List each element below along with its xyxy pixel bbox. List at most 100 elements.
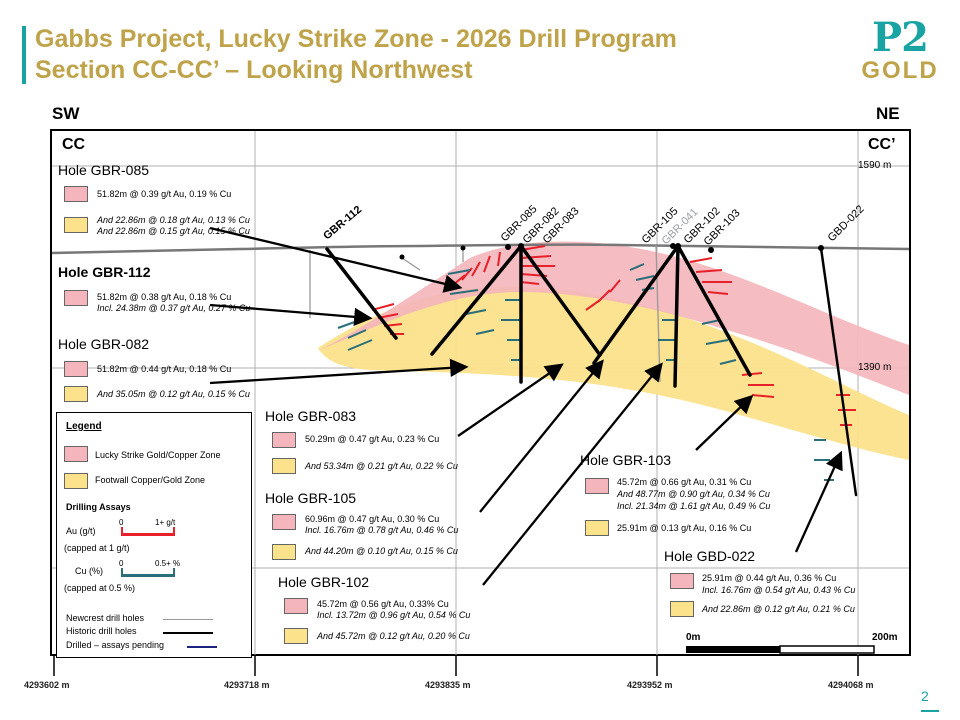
gbr-105-result-1a: 60.96m @ 0.47 g/t Au, 0.30 % Cu [305, 514, 440, 524]
legend-cu-tick-1 [173, 568, 175, 577]
hole-labels: GBR-112 GBR-085 GBR-082 GBR-083 GBR-105 … [321, 203, 866, 248]
gbr-103-zone-swatch [585, 478, 609, 494]
gbr-102-result-1a: 45.72m @ 0.56 g/t Au, 0.33% Cu [317, 599, 449, 609]
gbr-085-zone-swatch [64, 186, 88, 202]
section-label-cc: CC [62, 136, 86, 153]
gbr-103-result-1a: 45.72m @ 0.66 g/t Au, 0.31 % Cu [617, 477, 752, 487]
footwall-copper-gold-zone [318, 286, 909, 460]
hole-label-gbd-022: GBD-022 [826, 203, 867, 244]
legend-historic-label: Historic drill holes [66, 626, 137, 636]
logo-p2-text: P2 [872, 14, 929, 61]
hole-gbr-112-title: Hole GBR-112 [58, 264, 151, 280]
gbr-103-result-1b: And 48.77m @ 0.90 g/t Au, 0.34 % Cu [617, 489, 770, 499]
gbr-112-zone-swatch [64, 290, 88, 306]
legend-au-tick-1 [173, 527, 175, 536]
legend-au-label: Au (g/t) [66, 526, 96, 536]
hole-gbr-082-title: Hole GBR-082 [58, 336, 150, 352]
easting-4: 4293952 m [627, 680, 673, 690]
legend-cu-scale [121, 574, 175, 577]
legend-title: Legend [66, 421, 102, 432]
gbr-102-footwall-swatch [284, 628, 308, 644]
drill-hole-gbr-102 [673, 244, 680, 388]
title-line-2: Section CC-CC’ – Looking Northwest [35, 56, 473, 84]
gbd-022-footwall-swatch [670, 601, 694, 617]
title-accent-bar [22, 26, 26, 84]
legend-cu-tick-0 [121, 568, 123, 577]
legend-au-tick-0 [121, 527, 123, 536]
section-label-cc-prime: CC’ [868, 136, 896, 153]
logo-gold-text: GOLD [861, 57, 939, 84]
legend-assays-title: Drilling Assays [66, 502, 131, 512]
gbr-083-result-2: And 53.34m @ 0.21 g/t Au, 0.22 % Cu [305, 461, 458, 471]
scale-end: 200m [872, 632, 898, 643]
page-number-underline [921, 710, 939, 712]
gbd-022-result-2: And 22.86m @ 0.12 g/t Au, 0.21 % Cu [702, 604, 855, 614]
elevation-1390: 1390 m [858, 362, 892, 373]
elevation-1590: 1590 m [858, 160, 892, 171]
gbr-085-footwall-swatch [64, 217, 88, 233]
legend-newcrest-label: Newcrest drill holes [66, 613, 145, 623]
easting-1: 4293602 m [24, 680, 70, 690]
legend-pending-line [187, 646, 217, 648]
gbr-105-result-1b: Incl. 16.76m @ 0.78 g/t Au, 0.46 % Cu [305, 525, 459, 535]
gbr-083-zone-swatch [272, 432, 296, 448]
drill-hole-traces [325, 244, 858, 497]
scale-start: 0m [686, 632, 701, 643]
gbr-082-footwall-swatch [64, 386, 88, 402]
direction-sw: SW [52, 104, 80, 123]
gbr-105-zone-swatch [272, 514, 296, 530]
callout-arrows [209, 226, 843, 586]
hole-gbr-103-title: Hole GBR-103 [580, 452, 672, 468]
gbr-105-footwall-swatch [272, 544, 296, 560]
hole-gbr-085-title: Hole GBR-085 [58, 162, 150, 178]
gbr-102-result-2: And 45.72m @ 0.12 g/t Au, 0.20 % Cu [317, 631, 470, 641]
drill-collars [505, 243, 824, 253]
hole-gbr-102-title: Hole GBR-102 [278, 574, 370, 590]
gbr-082-zone-swatch [64, 361, 88, 377]
drill-hole-gbr-083 [519, 244, 602, 357]
gbr-083-result-1: 50.29m @ 0.47 g/t Au, 0.23 % Cu [305, 434, 440, 444]
legend-box: Legend Lucky Strike Gold/Copper Zone Foo… [56, 412, 252, 658]
easting-2: 4293718 m [224, 680, 270, 690]
easting-ticks [53, 656, 859, 676]
scale-bar [686, 645, 875, 654]
lucky-strike-gold-copper-zone [320, 241, 909, 395]
hole-gbr-105-title: Hole GBR-105 [265, 490, 357, 506]
gbd-022-result-1a: 25.91m @ 0.44 g/t Au, 0.36 % Cu [702, 573, 837, 583]
legend-au-max: 1+ g/t [155, 518, 176, 527]
direction-ne: NE [876, 104, 900, 123]
title-line-1: Gabbs Project, Lucky Strike Zone - 2026 … [35, 25, 677, 53]
gbd-022-result-1b: Incl. 16.76m @ 0.54 g/t Au, 0.43 % Cu [702, 585, 856, 595]
legend-footwall-swatch [64, 473, 88, 489]
drill-hole-gbr-105 [592, 244, 680, 365]
legend-lucky-strike-swatch [64, 446, 88, 462]
page-number: 2 [921, 688, 929, 704]
legend-au-cap: (capped at 1 g/t) [64, 543, 130, 553]
legend-newcrest-line [163, 619, 213, 620]
gbr-103-result-2: 25.91m @ 0.13 g/t Au, 0.16 % Cu [617, 523, 752, 533]
cu-assay-marks [337, 263, 834, 481]
drill-hole-gbr-103 [676, 244, 752, 377]
gbr-085-result-2a: And 22.86m @ 0.18 g/t Au, 0.13 % Cu [97, 215, 250, 225]
gbr-112-result-1b: Incl. 24.38m @ 0.37 g/t Au, 0.27 % Cu [97, 303, 251, 313]
legend-historic-line [163, 632, 213, 634]
newcrest-drill-holes [309, 244, 661, 383]
gbr-082-result-2: And 35.05m @ 0.12 g/t Au, 0.15 % Cu [97, 389, 250, 399]
slide-title: Gabbs Project, Lucky Strike Zone - 2026 … [35, 24, 677, 86]
legend-pending-label: Drilled – assays pending [66, 640, 165, 650]
legend-cu-max: 0.5+ % [155, 559, 181, 568]
legend-cu-cap: (capped at 0.5 %) [64, 583, 136, 593]
gbr-085-result-2b: And 22.86m @ 0.15 g/t Au, 0.15 % Cu [97, 226, 250, 236]
historic-hole-collars [399, 245, 466, 260]
gbr-103-result-1c: Incl. 21.34m @ 1.61 g/t Au, 0.49 % Cu [617, 501, 771, 511]
topography-surface [51, 243, 910, 255]
gbr-102-result-1b: Incl. 13.72m @ 0.96 g/t Au, 0.54 % Cu [317, 610, 471, 620]
hole-gbr-083-title: Hole GBR-083 [265, 408, 357, 424]
p2-gold-logo: P2 GOLD [858, 18, 942, 88]
legend-au-min: 0 [119, 518, 124, 527]
drill-hole-gbd-022 [819, 246, 858, 497]
drill-hole-gbr-085 [430, 244, 523, 356]
hole-label-gbr-112: GBR-112 [321, 204, 364, 243]
gbr-103-footwall-swatch [585, 520, 609, 536]
